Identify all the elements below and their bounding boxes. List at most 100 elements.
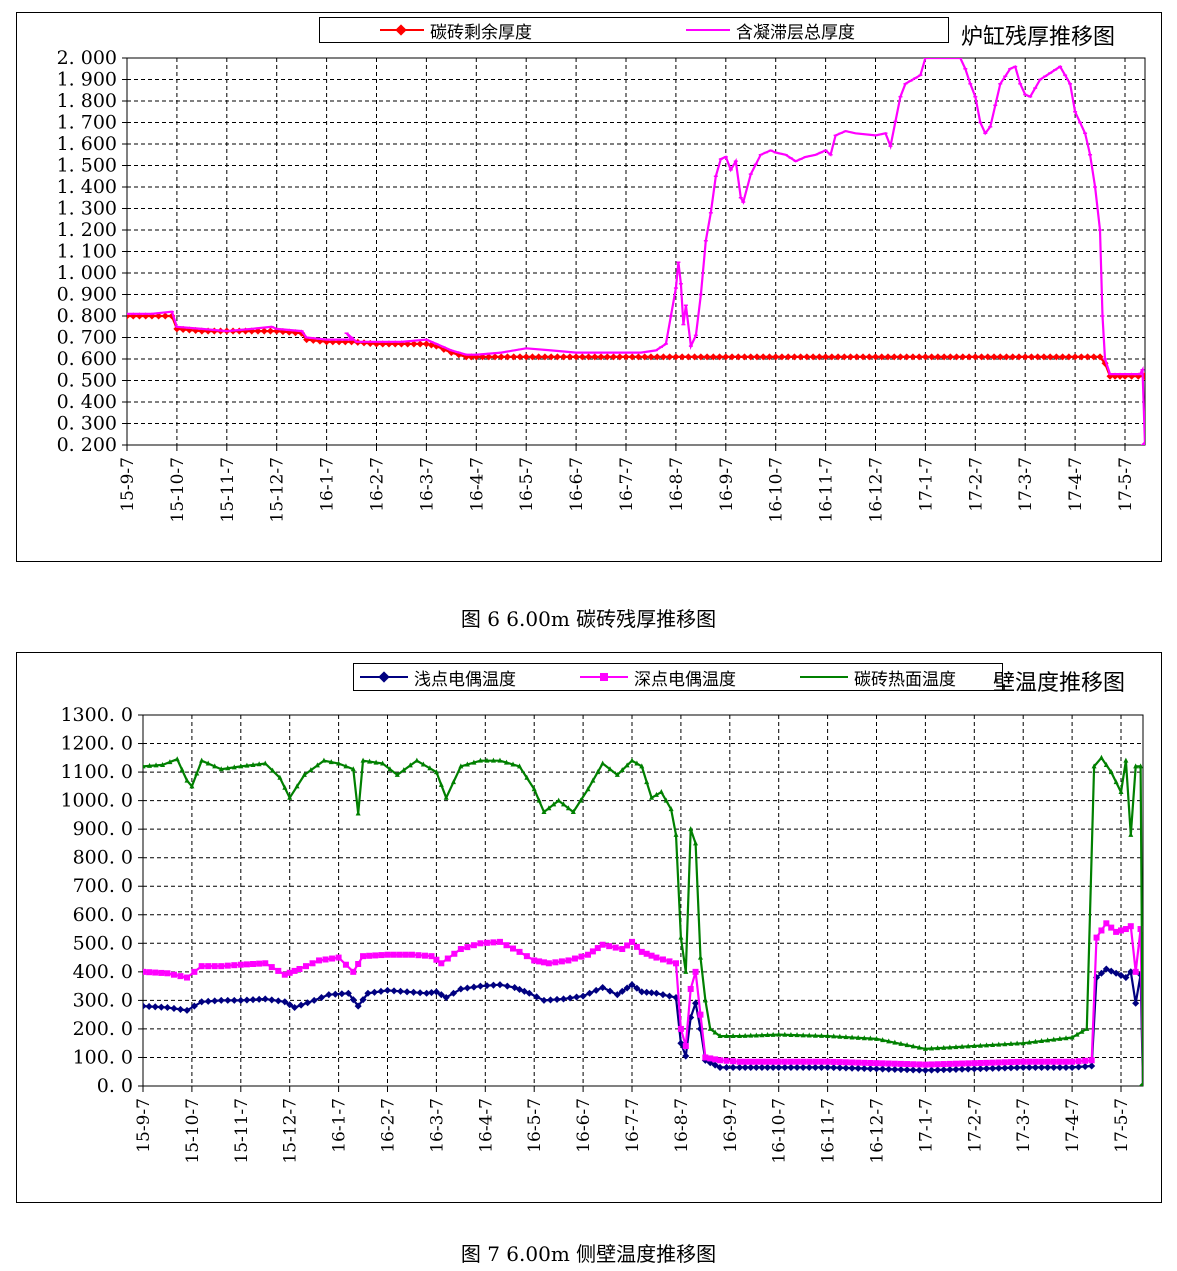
data-point (1069, 1058, 1076, 1065)
data-point (1103, 920, 1110, 927)
data-point (765, 1032, 771, 1038)
data-point (609, 353, 618, 361)
data-point (946, 353, 954, 361)
data-point (740, 353, 749, 361)
data-point (597, 353, 605, 361)
data-point (778, 353, 786, 361)
data-point (623, 984, 631, 992)
data-point (1050, 1058, 1057, 1065)
data-point (420, 761, 426, 767)
data-point (624, 762, 630, 768)
data-point (407, 762, 413, 768)
x-tick-label: 17-2-7 (965, 1098, 985, 1153)
data-point (878, 353, 886, 361)
data-point (815, 353, 823, 361)
data-point (1082, 1057, 1089, 1064)
data-point (167, 759, 173, 765)
data-point (1132, 968, 1139, 975)
data-point (483, 939, 490, 946)
data-point (747, 353, 755, 361)
data-point (266, 327, 274, 335)
data-point (647, 353, 655, 361)
data-point (867, 1059, 874, 1066)
data-point (1008, 1040, 1014, 1046)
data-point (1140, 440, 1145, 445)
data-point (1051, 1036, 1057, 1042)
data-point (921, 353, 929, 361)
chart-title: 壁温度推移图 (993, 671, 1126, 696)
data-point (578, 797, 584, 803)
data-point (853, 353, 861, 361)
data-point (649, 794, 655, 800)
data-point (1015, 353, 1023, 361)
data-point (742, 1058, 749, 1065)
data-point (237, 961, 244, 968)
data-point (628, 981, 636, 989)
data-point (837, 1033, 843, 1039)
data-point (541, 353, 549, 361)
data-point (867, 1035, 873, 1041)
data-point (759, 353, 767, 361)
data-point (470, 983, 478, 991)
data-point (971, 1043, 977, 1049)
data-point (728, 353, 736, 361)
data-point (349, 996, 357, 1004)
y-tick-label: 0. 600 (57, 348, 117, 370)
data-point (485, 353, 493, 361)
data-point (205, 760, 211, 766)
y-tick-label: 100. 0 (73, 1046, 133, 1068)
data-point (556, 797, 562, 803)
data-point (545, 960, 552, 967)
data-point (990, 353, 998, 361)
data-point (984, 1042, 990, 1048)
data-point (717, 1057, 724, 1064)
data-point (638, 988, 646, 996)
data-point (940, 353, 948, 361)
data-point (840, 353, 848, 361)
data-point (952, 1065, 960, 1073)
data-point (759, 1032, 765, 1038)
data-point (990, 1041, 996, 1047)
data-point (776, 1031, 782, 1037)
x-tick-label: 15-11-7 (232, 1098, 252, 1164)
data-point (896, 353, 904, 361)
data-point (952, 1060, 959, 1067)
data-point (438, 960, 445, 967)
data-point (799, 1063, 807, 1071)
x-tick-label: 16-10-7 (770, 1098, 790, 1164)
y-tick-label: 1. 800 (57, 90, 117, 112)
data-point (659, 991, 667, 999)
data-point (742, 1032, 748, 1038)
data-point (143, 968, 146, 975)
y-tick-label: 1. 100 (57, 241, 117, 263)
data-point (628, 353, 636, 361)
data-point (622, 353, 630, 361)
data-point (797, 353, 805, 361)
data-point (260, 327, 268, 335)
data-point (414, 757, 420, 763)
data-point (546, 996, 555, 1004)
data-point (817, 1063, 826, 1071)
data-point (503, 759, 509, 765)
data-point (897, 1060, 904, 1067)
y-tick-label: 0. 300 (57, 413, 117, 435)
data-point (1002, 1041, 1008, 1047)
data-point (249, 996, 257, 1004)
data-point (470, 942, 477, 949)
data-point (585, 353, 593, 361)
y-tick-label: 0. 800 (57, 305, 117, 327)
y-tick-label: 0. 400 (57, 391, 117, 413)
x-tick-label: 17-3-7 (1014, 1098, 1034, 1153)
data-point (606, 987, 614, 995)
data-point (1138, 763, 1143, 769)
data-point (806, 1058, 813, 1065)
data-point (996, 353, 1004, 361)
x-tick-label: 15-9-7 (134, 1098, 154, 1153)
data-point (784, 353, 792, 361)
data-point (1128, 831, 1134, 837)
data-point (977, 1059, 984, 1066)
data-point (1002, 353, 1011, 361)
data-point (329, 955, 336, 962)
data-point (377, 987, 385, 995)
data-point (830, 1064, 838, 1072)
